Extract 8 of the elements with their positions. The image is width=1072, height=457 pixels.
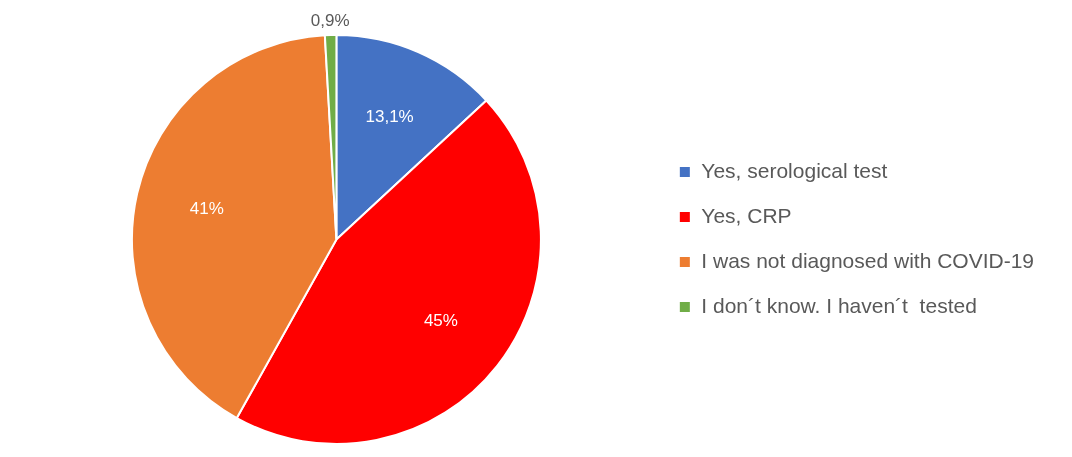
legend-label: I don´t know. I haven´t tested	[701, 293, 977, 317]
data-label: 41%	[189, 199, 224, 219]
legend-label: Yes, CRP	[701, 203, 792, 227]
legend-label: I was not diagnosed with COVID-19	[701, 248, 1034, 272]
data-label: 45%	[423, 311, 458, 331]
legend-label: Yes, serological test	[701, 158, 888, 182]
data-label: 0,9%	[310, 10, 350, 30]
data-label: 13,1%	[365, 107, 414, 127]
